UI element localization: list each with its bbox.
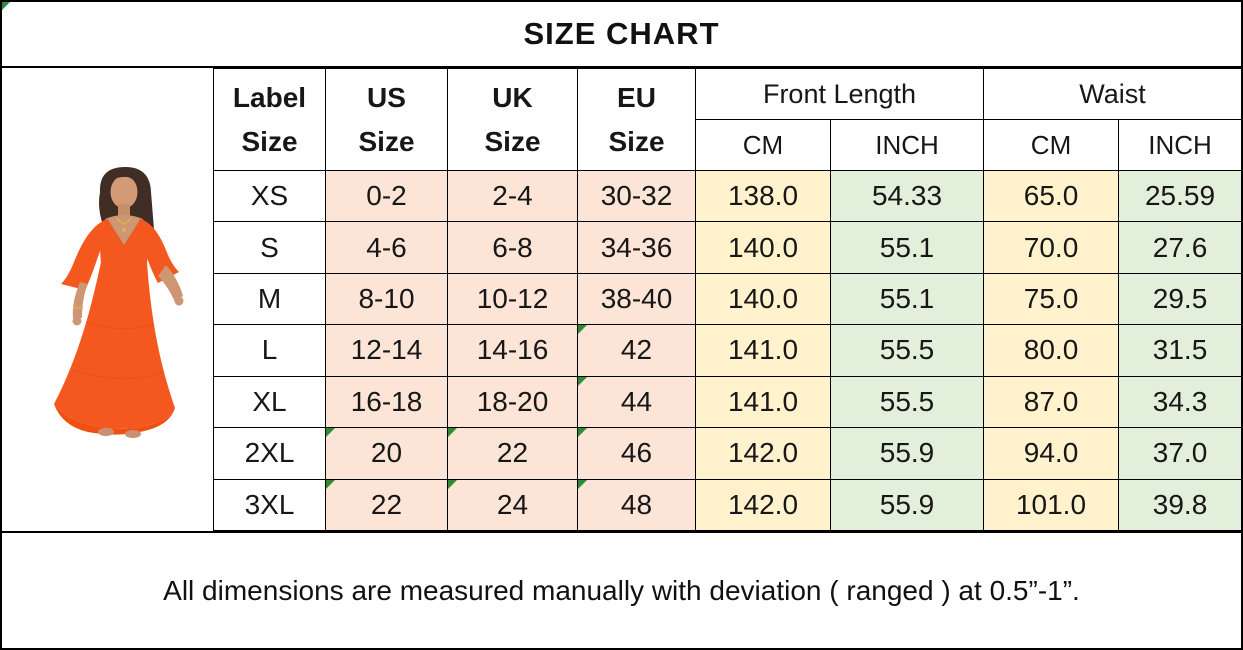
cell-uk: 22 <box>447 427 578 480</box>
cell-eu: 48 <box>577 478 696 532</box>
col-header-eu-size: EU Size <box>577 68 696 171</box>
unit-header-front-cm: CM <box>695 119 831 171</box>
cell-front_cm: 142.0 <box>695 427 831 480</box>
cell-waist_cm: 65.0 <box>983 169 1120 223</box>
table-row: XL 16-18 18-20 44 141.0 55.5 87.0 34.3 <box>213 375 1241 429</box>
header-row-units: CM INCH CM INCH <box>214 119 1241 171</box>
cell-waist_inch: 29.5 <box>1118 272 1241 326</box>
cell-front_inch: 55.5 <box>829 324 985 377</box>
model-in-orange-dress-image <box>54 167 184 438</box>
cell-front_inch: 55.1 <box>829 272 985 326</box>
cell-waist_cm: 87.0 <box>983 375 1120 429</box>
cell-eu: 42 <box>577 324 696 377</box>
cell-us: 20 <box>325 427 448 480</box>
cell-label: M <box>213 272 326 326</box>
cell-front_cm: 141.0 <box>695 375 831 429</box>
cell-label: 2XL <box>213 427 326 480</box>
cell-us: 22 <box>325 478 448 532</box>
page-title: SIZE CHART <box>523 16 720 51</box>
cell-eu: 38-40 <box>577 272 696 326</box>
cell-uk: 6-8 <box>447 221 578 274</box>
table-row: 3XL 22 24 48 142.0 55.9 101.0 39.8 <box>213 478 1241 532</box>
cell-us: 12-14 <box>325 324 448 377</box>
cell-label: S <box>213 221 326 274</box>
cell-eu: 46 <box>577 427 696 480</box>
unit-header-front-inch: INCH <box>829 119 985 171</box>
main-area: Label Size US Size UK Size EU Size Front… <box>2 68 1241 533</box>
cell-uk: 2-4 <box>447 169 578 223</box>
cell-uk: 18-20 <box>447 375 578 429</box>
cell-us: 0-2 <box>325 169 448 223</box>
cell-label: XS <box>213 169 326 223</box>
cell-waist_cm: 94.0 <box>983 427 1120 480</box>
unit-header-waist-inch: INCH <box>1118 119 1241 171</box>
col-group-waist: Waist <box>983 68 1241 120</box>
table-row: M 8-10 10-12 38-40 140.0 55.1 75.0 29.5 <box>213 272 1241 326</box>
col-header-uk-size: UK Size <box>447 68 578 171</box>
cell-front_inch: 54.33 <box>829 169 985 223</box>
unit-header-waist-cm: CM <box>983 119 1120 171</box>
col-header-us-size: US Size <box>325 68 448 171</box>
measurement-disclaimer: All dimensions are measured manually wit… <box>163 574 1080 606</box>
cell-us: 8-10 <box>325 272 448 326</box>
sheet-corner-flag-icon <box>2 2 10 10</box>
title-band: SIZE CHART <box>2 2 1241 68</box>
col-group-front-length: Front Length <box>694 68 985 120</box>
size-chart-table: Label Size US Size UK Size EU Size Front… <box>213 68 1241 532</box>
cell-front_inch: 55.9 <box>829 427 985 480</box>
cell-front_inch: 55.5 <box>829 375 985 429</box>
cell-waist_cm: 101.0 <box>983 478 1120 532</box>
cell-label: XL <box>213 375 326 429</box>
cell-label: L <box>213 324 326 377</box>
cell-front_cm: 140.0 <box>695 221 831 274</box>
size-table-container: Label Size US Size UK Size EU Size Front… <box>213 68 1241 532</box>
cell-front_inch: 55.1 <box>829 221 985 274</box>
cell-eu: 44 <box>577 375 696 429</box>
cell-front_cm: 141.0 <box>695 324 831 377</box>
footer-note-band: All dimensions are measured manually wit… <box>2 533 1241 648</box>
cell-uk: 14-16 <box>447 324 578 377</box>
cell-waist_inch: 25.59 <box>1118 169 1241 223</box>
cell-waist_inch: 31.5 <box>1118 324 1241 377</box>
cell-front_inch: 55.9 <box>829 478 985 532</box>
header-row-groups: Label Size US Size UK Size EU Size Front… <box>213 68 1241 171</box>
table-row: XS 0-2 2-4 30-32 138.0 54.33 65.0 25.59 <box>213 169 1241 223</box>
cell-front_cm: 142.0 <box>695 478 831 532</box>
cell-waist_cm: 70.0 <box>983 221 1120 274</box>
cell-us: 4-6 <box>325 221 448 274</box>
cell-eu: 30-32 <box>577 169 696 223</box>
cell-waist_cm: 80.0 <box>983 324 1120 377</box>
cell-waist_inch: 39.8 <box>1118 478 1241 532</box>
cell-eu: 34-36 <box>577 221 696 274</box>
table-row: 2XL 20 22 46 142.0 55.9 94.0 37.0 <box>213 427 1241 480</box>
cell-waist_inch: 37.0 <box>1118 427 1241 480</box>
cell-uk: 24 <box>447 478 578 532</box>
product-photo-pane <box>2 68 213 531</box>
table-row: L 12-14 14-16 42 141.0 55.5 80.0 31.5 <box>213 324 1241 377</box>
col-header-label-size: Label Size <box>213 68 326 171</box>
table-row: S 4-6 6-8 34-36 140.0 55.1 70.0 27.6 <box>213 221 1241 274</box>
size-table-body: XS 0-2 2-4 30-32 138.0 54.33 65.0 25.59 S 4-6 6-8 3… <box>213 169 1241 532</box>
cell-waist_cm: 75.0 <box>983 272 1120 326</box>
cell-us: 16-18 <box>325 375 448 429</box>
cell-waist_inch: 27.6 <box>1118 221 1241 274</box>
cell-label: 3XL <box>213 478 326 532</box>
cell-uk: 10-12 <box>447 272 578 326</box>
cell-front_cm: 138.0 <box>695 169 831 223</box>
cell-front_cm: 140.0 <box>695 272 831 326</box>
cell-waist_inch: 34.3 <box>1118 375 1241 429</box>
